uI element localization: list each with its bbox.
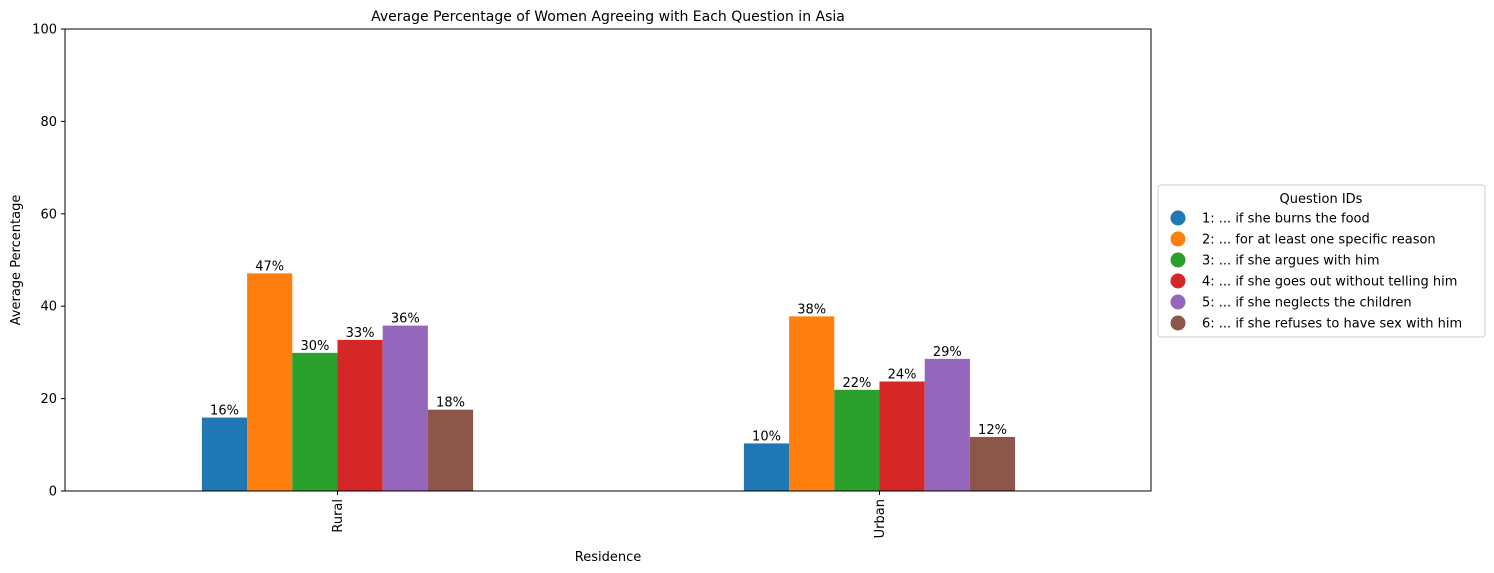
y-axis: 0 20 40 60 80 100	[32, 23, 65, 500]
x-axis: Rural Urban	[331, 491, 888, 538]
legend-label: 2: ... for at least one specific reason	[1202, 233, 1436, 248]
y-axis-label: Average Percentage	[9, 195, 24, 326]
bar	[247, 273, 293, 491]
plot-frame	[64, 28, 1152, 492]
y-tick-label: 0	[49, 485, 57, 500]
legend-title: Question IDs	[1280, 192, 1363, 207]
x-tick-label: Rural	[331, 499, 346, 533]
legend-marker	[1170, 294, 1186, 310]
y-tick-label: 40	[40, 300, 57, 315]
legend-marker	[1170, 210, 1186, 226]
bar-value-label: 36%	[391, 312, 420, 327]
legend-label: 1: ... if she burns the food	[1202, 212, 1370, 227]
bar-value-label: 22%	[842, 376, 871, 391]
bar	[292, 352, 338, 491]
bar	[427, 409, 474, 491]
bar-value-label: 24%	[888, 368, 917, 383]
legend-label: 4: ... if she goes out without telling h…	[1202, 275, 1457, 290]
bar	[924, 358, 970, 491]
bars-group	[201, 273, 1016, 491]
legend-label: 3: ... if she argues with him	[1202, 254, 1379, 269]
legend-label: 6: ... if she refuses to have sex with h…	[1202, 317, 1462, 332]
bar-value-label: 47%	[255, 259, 284, 274]
chart-title: Average Percentage of Women Agreeing wit…	[371, 9, 845, 25]
bar-value-label: 10%	[752, 429, 781, 444]
bar-value-label: 38%	[797, 302, 826, 317]
y-tick-label: 20	[40, 392, 57, 407]
legend-marker	[1170, 315, 1186, 331]
y-tick-label: 60	[40, 207, 57, 222]
bar-value-label: 16%	[210, 404, 239, 419]
bar	[834, 389, 880, 491]
bar-value-label: 29%	[933, 345, 962, 360]
bar	[743, 443, 790, 491]
x-tick-label: Urban	[873, 499, 888, 538]
legend-marker	[1170, 231, 1186, 247]
bar-value-label: 33%	[346, 326, 375, 341]
y-tick-label: 100	[32, 23, 57, 38]
legend-box	[1157, 184, 1486, 338]
legend-label: 5: ... if she neglects the children	[1202, 296, 1412, 311]
bar	[969, 436, 1016, 491]
x-axis-label: Residence	[575, 550, 641, 565]
bar	[201, 417, 248, 491]
legend-marker	[1170, 273, 1186, 289]
bar-value-label: 30%	[300, 339, 329, 354]
legend: Question IDs 1: ... if she burns the foo…	[1157, 184, 1486, 338]
bar	[879, 381, 925, 491]
bar	[337, 339, 383, 491]
bar	[382, 325, 428, 491]
legend-items: 1: ... if she burns the food 2: ... for a…	[1170, 210, 1462, 332]
bar-value-label: 18%	[436, 396, 465, 411]
bar-value-label: 12%	[978, 423, 1007, 438]
bar	[789, 316, 835, 491]
legend-marker	[1170, 252, 1186, 268]
bar-labels-group: 16% 47% 30% 33% 36% 18% 10% 38% 22% 24% 29% 12%	[210, 259, 1007, 444]
y-tick-label: 80	[40, 115, 57, 130]
